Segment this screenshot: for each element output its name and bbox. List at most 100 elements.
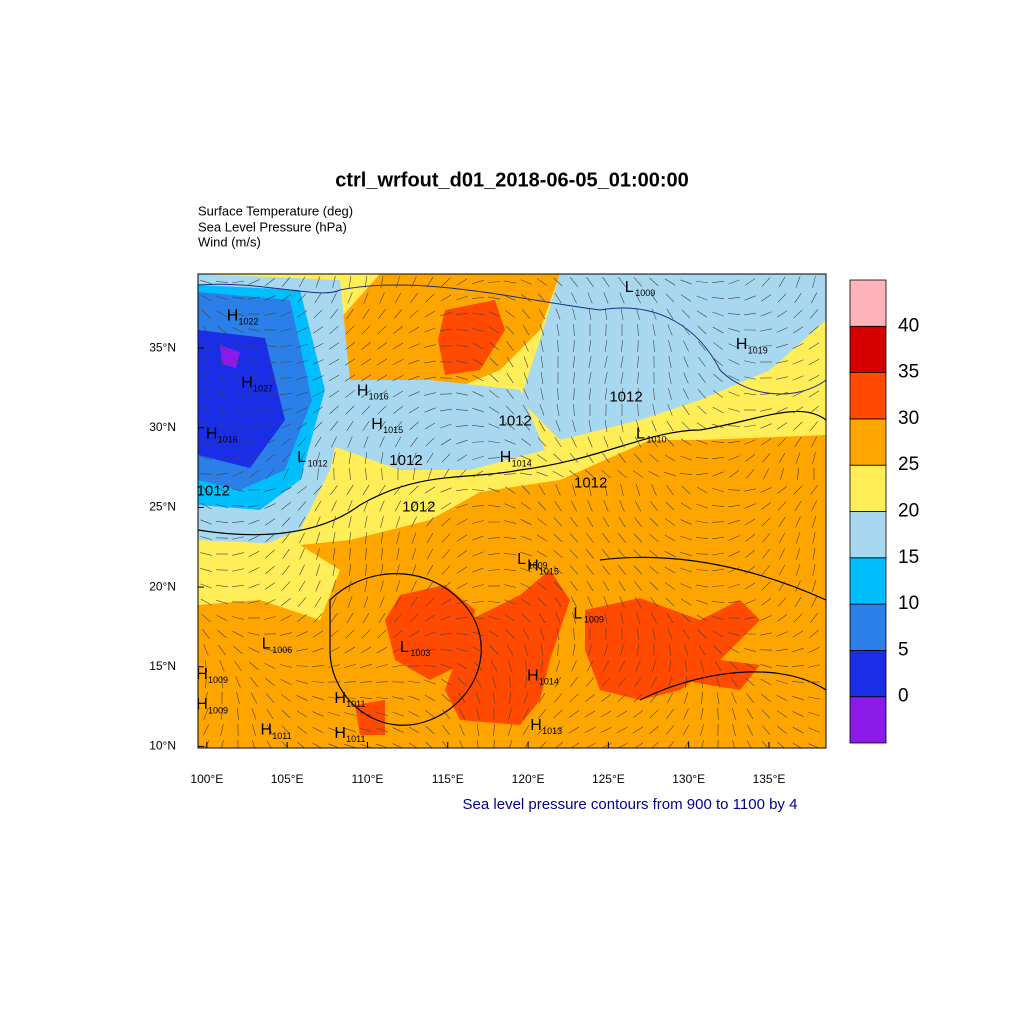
wind-barb bbox=[619, 292, 625, 304]
wind-barb bbox=[248, 359, 260, 365]
wind-barb bbox=[683, 340, 689, 352]
wind-barb bbox=[604, 372, 608, 384]
wind-barb bbox=[488, 406, 500, 414]
wind-barb bbox=[200, 568, 212, 572]
wind-barb bbox=[664, 471, 676, 477]
wind-barb bbox=[472, 489, 484, 491]
wind-barb bbox=[680, 567, 692, 573]
wind-barb bbox=[683, 644, 689, 656]
wind-barb bbox=[792, 680, 804, 684]
wind-barb bbox=[732, 740, 735, 748]
wind-barb bbox=[456, 503, 468, 509]
wind-barb bbox=[714, 660, 722, 672]
wind-barb bbox=[360, 712, 372, 716]
wind-barb bbox=[572, 612, 576, 624]
wind-barb bbox=[684, 740, 690, 748]
wind-barb bbox=[761, 565, 771, 575]
wind-barb bbox=[668, 356, 672, 368]
wind-barb bbox=[812, 452, 816, 464]
wind-barb bbox=[775, 665, 789, 667]
wind-barb bbox=[588, 356, 592, 368]
wind-barb bbox=[297, 293, 307, 303]
wind-barb bbox=[761, 725, 771, 735]
wind-barb bbox=[376, 743, 388, 748]
wind-barb bbox=[746, 708, 754, 720]
wind-barb bbox=[792, 359, 804, 365]
wind-barb bbox=[620, 644, 624, 656]
wind-barb bbox=[349, 467, 351, 481]
wind-barb bbox=[424, 694, 436, 702]
pressure-contour bbox=[639, 671, 826, 701]
wind-barb bbox=[456, 313, 468, 315]
wind-barb bbox=[760, 615, 772, 621]
wind-barb bbox=[264, 599, 276, 605]
wind-barb bbox=[348, 276, 352, 288]
pressure-contour bbox=[599, 556, 826, 601]
wind-barb bbox=[779, 548, 785, 560]
wind-barb bbox=[315, 516, 321, 528]
wind-barb bbox=[698, 356, 706, 368]
wind-barb bbox=[231, 297, 245, 299]
wind-barb bbox=[251, 708, 257, 720]
wind-barb bbox=[427, 468, 433, 480]
wind-barb bbox=[555, 660, 561, 672]
wind-barb bbox=[264, 376, 276, 380]
wind-barb bbox=[649, 277, 659, 287]
wind-barb bbox=[680, 502, 692, 510]
wind-barb bbox=[600, 727, 612, 733]
wind-barb bbox=[572, 308, 576, 320]
wind-barb bbox=[283, 468, 289, 480]
wind-barb bbox=[365, 532, 367, 544]
wind-barb bbox=[296, 695, 308, 701]
wind-barb bbox=[248, 455, 260, 461]
wind-barb bbox=[778, 276, 786, 288]
wind-barb bbox=[680, 598, 692, 606]
wind-barb bbox=[571, 436, 577, 448]
wind-barb bbox=[523, 356, 529, 368]
wind-barb bbox=[216, 503, 228, 509]
wind-barb bbox=[215, 281, 229, 283]
wind-barb bbox=[232, 471, 244, 477]
wind-barb bbox=[520, 598, 532, 606]
wind-barb bbox=[348, 516, 352, 528]
wind-barb bbox=[620, 484, 624, 496]
wind-barb bbox=[632, 710, 644, 718]
wind-barb bbox=[795, 276, 801, 288]
wind-barb bbox=[312, 711, 324, 717]
wind-barb bbox=[200, 502, 212, 510]
wind-barb bbox=[456, 488, 468, 492]
wind-barb bbox=[298, 276, 306, 288]
wind-barb bbox=[265, 549, 275, 559]
wind-barb bbox=[536, 566, 548, 574]
wind-barb bbox=[523, 692, 529, 704]
colorbar: 0 5 10 15 20 25 30 35 40 bbox=[849, 279, 919, 744]
wind-barb bbox=[537, 518, 547, 526]
colorbar-box bbox=[849, 511, 887, 559]
wind-barb bbox=[343, 681, 357, 683]
wind-barb bbox=[619, 500, 625, 512]
wind-barb bbox=[248, 600, 260, 604]
wind-barb bbox=[440, 438, 452, 446]
wind-barb bbox=[392, 727, 404, 733]
wind-barb bbox=[778, 580, 786, 592]
y-tick-label: 20°N bbox=[149, 579, 176, 593]
wind-barb bbox=[281, 502, 291, 510]
wind-barb bbox=[680, 438, 692, 446]
wind-barb bbox=[441, 581, 451, 591]
wind-barb bbox=[472, 584, 484, 588]
wind-barb bbox=[680, 455, 692, 461]
wind-barb bbox=[200, 536, 212, 540]
wind-barb bbox=[698, 644, 706, 656]
wind-barb bbox=[361, 405, 371, 415]
wind-barb bbox=[538, 709, 546, 719]
wind-barb bbox=[668, 340, 672, 352]
wind-barb bbox=[536, 471, 548, 477]
colorbar-box bbox=[849, 696, 887, 744]
wind-barb bbox=[232, 536, 244, 540]
wind-barb bbox=[553, 565, 563, 575]
wind-barb bbox=[572, 356, 576, 368]
wind-barb bbox=[439, 649, 453, 651]
wind-barb bbox=[218, 373, 226, 383]
wind-barb bbox=[408, 359, 420, 365]
